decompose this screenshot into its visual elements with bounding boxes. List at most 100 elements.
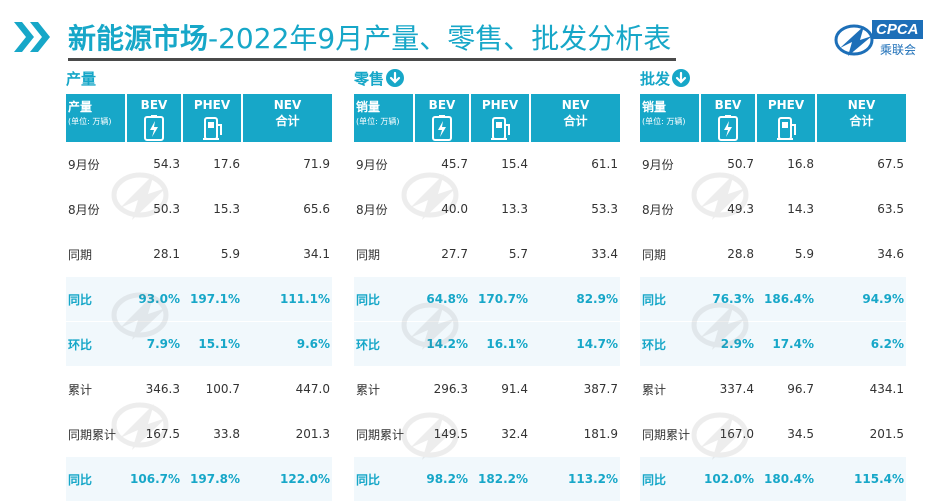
header-phev: PHEV bbox=[755, 94, 816, 142]
header-bev: BEV bbox=[413, 94, 470, 142]
bev-value: 76.3% bbox=[700, 276, 756, 322]
row-label: 同期累计 bbox=[66, 411, 126, 457]
table-row: 8月份 50.3 15.3 65.6 bbox=[66, 186, 332, 232]
title-underline bbox=[68, 58, 676, 61]
row-label: 环比 bbox=[66, 321, 126, 367]
phev-value: 14.3 bbox=[756, 186, 816, 232]
bev-value: 14.2% bbox=[414, 321, 470, 367]
row-label: 同期 bbox=[640, 231, 700, 277]
table-row: 环比 14.2% 16.1% 14.7% bbox=[354, 321, 620, 367]
row-label: 同比 bbox=[354, 276, 414, 322]
phev-value: 32.4 bbox=[470, 411, 530, 457]
phev-value: 33.8 bbox=[182, 411, 242, 457]
logo-subtext: 乘联会 bbox=[880, 43, 917, 57]
row-label: 同比 bbox=[66, 276, 126, 322]
row-label: 累计 bbox=[66, 366, 126, 412]
data-table: 销量 (单位: 万辆) BEV PHEV NEV 合计 9月份 50.7 16.8 67.5 8月份… bbox=[640, 94, 906, 502]
header-bev: BEV bbox=[125, 94, 182, 142]
phev-value: 96.7 bbox=[756, 366, 816, 412]
bev-value: 50.3 bbox=[126, 186, 182, 232]
row-label: 8月份 bbox=[66, 186, 126, 232]
row-label: 累计 bbox=[640, 366, 700, 412]
phev-value: 17.4% bbox=[756, 321, 816, 367]
table-header: 销量 (单位: 万辆) BEV PHEV NEV 合计 bbox=[640, 94, 906, 142]
down-arrow-icon[interactable] bbox=[672, 69, 691, 87]
header-nev: NEV 合计 bbox=[241, 94, 332, 142]
phev-value: 13.3 bbox=[470, 186, 530, 232]
row-label: 环比 bbox=[354, 321, 414, 367]
table-row: 环比 2.9% 17.4% 6.2% bbox=[640, 321, 906, 367]
bev-value: 49.3 bbox=[700, 186, 756, 232]
phev-value: 182.2% bbox=[470, 456, 530, 502]
table-row: 累计 346.3 100.7 447.0 bbox=[66, 366, 332, 412]
header-label-cell: 产量 (单位: 万辆) bbox=[66, 94, 126, 142]
phev-value: 5.7 bbox=[470, 231, 530, 277]
bev-value: 337.4 bbox=[700, 366, 756, 412]
table-row: 8月份 49.3 14.3 63.5 bbox=[640, 186, 906, 232]
table-row: 同期 28.8 5.9 34.6 bbox=[640, 231, 906, 277]
bev-value: 346.3 bbox=[126, 366, 182, 412]
nev-value: 113.2% bbox=[530, 456, 620, 502]
row-label: 同期 bbox=[66, 231, 126, 277]
nev-value: 447.0 bbox=[242, 366, 332, 412]
row-label: 同期累计 bbox=[640, 411, 700, 457]
table-row: 同期累计 149.5 32.4 181.9 bbox=[354, 411, 620, 457]
logo-text: CPCA bbox=[872, 20, 923, 39]
table-row: 同期 27.7 5.7 33.4 bbox=[354, 231, 620, 277]
nev-value: 94.9% bbox=[816, 276, 906, 322]
nev-value: 201.5 bbox=[816, 411, 906, 457]
row-label: 8月份 bbox=[354, 186, 414, 232]
double-chevron-icon bbox=[14, 22, 50, 52]
nev-value: 61.1 bbox=[530, 142, 620, 187]
header-label-cell: 销量 (单位: 万辆) bbox=[354, 94, 414, 142]
row-label: 同期 bbox=[354, 231, 414, 277]
table-header: 产量 (单位: 万辆) BEV PHEV NEV 合计 bbox=[66, 94, 332, 142]
table-row: 同比 64.8% 170.7% 82.9% bbox=[354, 276, 620, 322]
bev-value: 40.0 bbox=[414, 186, 470, 232]
table-row: 同期累计 167.5 33.8 201.3 bbox=[66, 411, 332, 457]
nev-value: 201.3 bbox=[242, 411, 332, 457]
table-row: 同比 93.0% 197.1% 111.1% bbox=[66, 276, 332, 322]
nev-value: 63.5 bbox=[816, 186, 906, 232]
battery-icon bbox=[144, 115, 164, 141]
bev-value: 2.9% bbox=[700, 321, 756, 367]
battery-icon bbox=[718, 115, 738, 141]
row-label: 9月份 bbox=[66, 142, 126, 187]
phev-value: 15.1% bbox=[182, 321, 242, 367]
row-label: 同比 bbox=[640, 456, 700, 502]
data-table: 产量 (单位: 万辆) BEV PHEV NEV 合计 9月份 54.3 17.6 71.9 8月份… bbox=[66, 94, 332, 502]
bev-value: 93.0% bbox=[126, 276, 182, 322]
row-label: 8月份 bbox=[640, 186, 700, 232]
row-label: 同期累计 bbox=[354, 411, 414, 457]
nev-value: 111.1% bbox=[242, 276, 332, 322]
phev-value: 91.4 bbox=[470, 366, 530, 412]
bev-value: 98.2% bbox=[414, 456, 470, 502]
nev-value: 71.9 bbox=[242, 142, 332, 187]
table-row: 同期 28.1 5.9 34.1 bbox=[66, 231, 332, 277]
row-label: 9月份 bbox=[354, 142, 414, 187]
table-row: 同比 106.7% 197.8% 122.0% bbox=[66, 456, 332, 502]
nev-value: 387.7 bbox=[530, 366, 620, 412]
header-label-cell: 销量 (单位: 万辆) bbox=[640, 94, 700, 142]
nev-value: 122.0% bbox=[242, 456, 332, 502]
bev-value: 28.1 bbox=[126, 231, 182, 277]
page-title: 新能源市场-2022年9月产量、零售、批发分析表 bbox=[68, 22, 672, 55]
nev-value: 67.5 bbox=[816, 142, 906, 187]
table-row: 9月份 45.7 15.4 61.1 bbox=[354, 142, 620, 187]
phev-value: 16.8 bbox=[756, 142, 816, 187]
bev-value: 50.7 bbox=[700, 142, 756, 187]
phev-value: 5.9 bbox=[756, 231, 816, 277]
table-row: 同比 98.2% 182.2% 113.2% bbox=[354, 456, 620, 502]
phev-value: 186.4% bbox=[756, 276, 816, 322]
nev-value: 34.6 bbox=[816, 231, 906, 277]
phev-value: 34.5 bbox=[756, 411, 816, 457]
bev-value: 167.5 bbox=[126, 411, 182, 457]
table-row: 环比 7.9% 15.1% 9.6% bbox=[66, 321, 332, 367]
nev-value: 434.1 bbox=[816, 366, 906, 412]
nev-value: 65.6 bbox=[242, 186, 332, 232]
down-arrow-icon[interactable] bbox=[386, 69, 405, 87]
charging-station-icon bbox=[491, 117, 510, 140]
phev-value: 5.9 bbox=[182, 231, 242, 277]
header-nev: NEV 合计 bbox=[529, 94, 620, 142]
bev-value: 45.7 bbox=[414, 142, 470, 187]
